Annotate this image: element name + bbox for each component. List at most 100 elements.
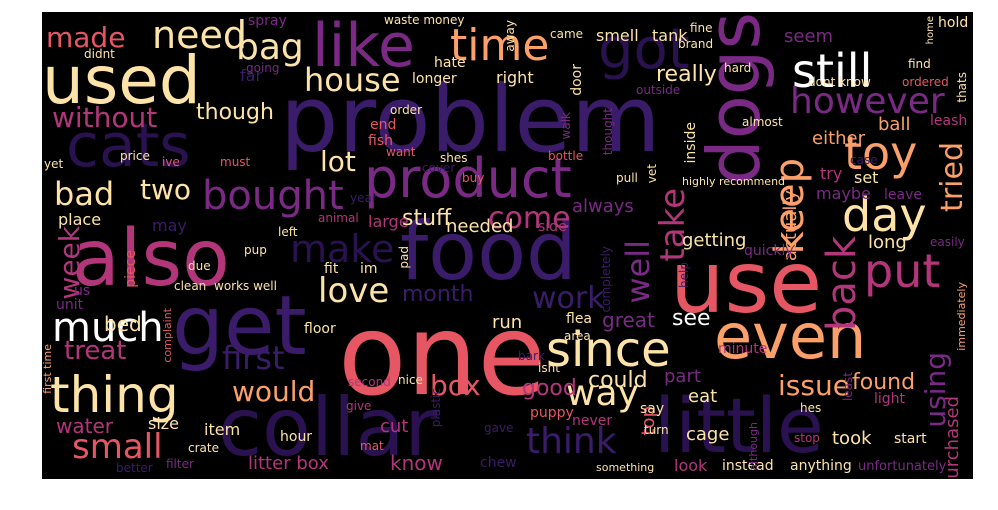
word: water <box>56 414 113 438</box>
word: want <box>386 145 416 159</box>
word: nice <box>398 373 423 387</box>
word: say <box>640 401 665 417</box>
word: completely <box>599 246 613 313</box>
word: month <box>402 282 474 307</box>
word: took <box>832 428 872 449</box>
word: eat <box>688 386 718 407</box>
word: buy <box>462 171 485 185</box>
word: either <box>812 128 866 149</box>
word: first <box>222 339 285 377</box>
word: smell <box>596 26 639 45</box>
word: since <box>546 322 671 378</box>
word: home <box>925 16 936 45</box>
word: needed <box>446 216 514 237</box>
word: tried <box>935 142 970 212</box>
word: quickly <box>744 243 794 259</box>
word: came <box>550 27 584 41</box>
word: one <box>338 291 547 421</box>
word: may <box>152 216 187 235</box>
word: must <box>220 155 251 169</box>
word: right <box>496 68 534 87</box>
word: day <box>842 188 927 242</box>
word: far <box>240 66 263 85</box>
word: year <box>350 191 377 205</box>
word: never <box>572 413 613 429</box>
word: minute <box>718 341 768 357</box>
word: even <box>714 300 867 373</box>
word: put <box>864 244 941 298</box>
word: look <box>674 456 708 475</box>
word: start <box>894 431 927 447</box>
word: works well <box>214 279 277 293</box>
word: would <box>232 375 316 408</box>
word: due <box>188 259 211 273</box>
word: order <box>390 103 422 117</box>
word: always <box>572 196 634 217</box>
word: chew <box>480 455 517 471</box>
word: purchased <box>942 396 963 479</box>
word: fit <box>324 261 339 277</box>
word: gave <box>484 421 514 435</box>
word: ball <box>878 114 911 135</box>
word: pup <box>244 243 267 257</box>
word: flea <box>566 311 593 327</box>
word: love <box>318 271 390 311</box>
word: help <box>677 262 691 288</box>
word: used <box>42 42 201 119</box>
word: treat <box>64 336 127 366</box>
word: item <box>204 420 241 439</box>
word: mat <box>360 439 384 453</box>
word: something <box>596 461 655 474</box>
word: ive <box>162 155 180 169</box>
word: floor <box>304 321 336 337</box>
word: us <box>74 283 91 299</box>
word: dont know <box>808 75 871 89</box>
word: area <box>564 329 591 343</box>
word: left <box>278 225 298 239</box>
word: immediately <box>955 282 968 351</box>
word: made <box>46 21 126 54</box>
word: got <box>598 17 690 82</box>
word: filter <box>166 457 194 471</box>
word: fish <box>368 133 393 149</box>
word: leave <box>884 187 922 203</box>
word: end <box>370 117 397 133</box>
word: yet <box>44 157 64 171</box>
word: hard <box>724 61 752 75</box>
word: cats <box>66 111 191 181</box>
word: hes <box>800 401 822 415</box>
word: good <box>522 376 577 401</box>
word: plastic <box>429 388 443 428</box>
word: find <box>908 57 931 71</box>
word: box <box>430 369 481 402</box>
word: issue <box>778 369 850 402</box>
word: without <box>52 101 158 134</box>
word: isnt <box>538 361 560 375</box>
word: animal <box>318 211 359 225</box>
word: clean <box>174 279 207 293</box>
word: bottle <box>548 149 584 163</box>
word: hour <box>280 429 313 445</box>
word: place <box>58 210 102 229</box>
word: think <box>526 421 617 462</box>
word: cover <box>422 161 456 175</box>
word: vet <box>645 164 659 184</box>
word: crate <box>188 441 219 455</box>
word: hold <box>938 15 969 31</box>
word: much <box>52 305 164 351</box>
word: work <box>532 281 605 316</box>
word: pad <box>397 246 411 269</box>
word: although <box>747 422 760 471</box>
word: two <box>140 173 192 206</box>
word: brand <box>678 37 714 51</box>
word: found <box>852 370 916 395</box>
word: turn <box>644 423 669 437</box>
word: bad <box>54 175 115 213</box>
word: price <box>120 149 150 163</box>
word: large <box>368 212 409 231</box>
word: lot <box>320 145 356 178</box>
word: easily <box>930 235 965 249</box>
word: side <box>538 219 567 235</box>
word: though <box>196 100 274 125</box>
word: back <box>819 236 865 332</box>
